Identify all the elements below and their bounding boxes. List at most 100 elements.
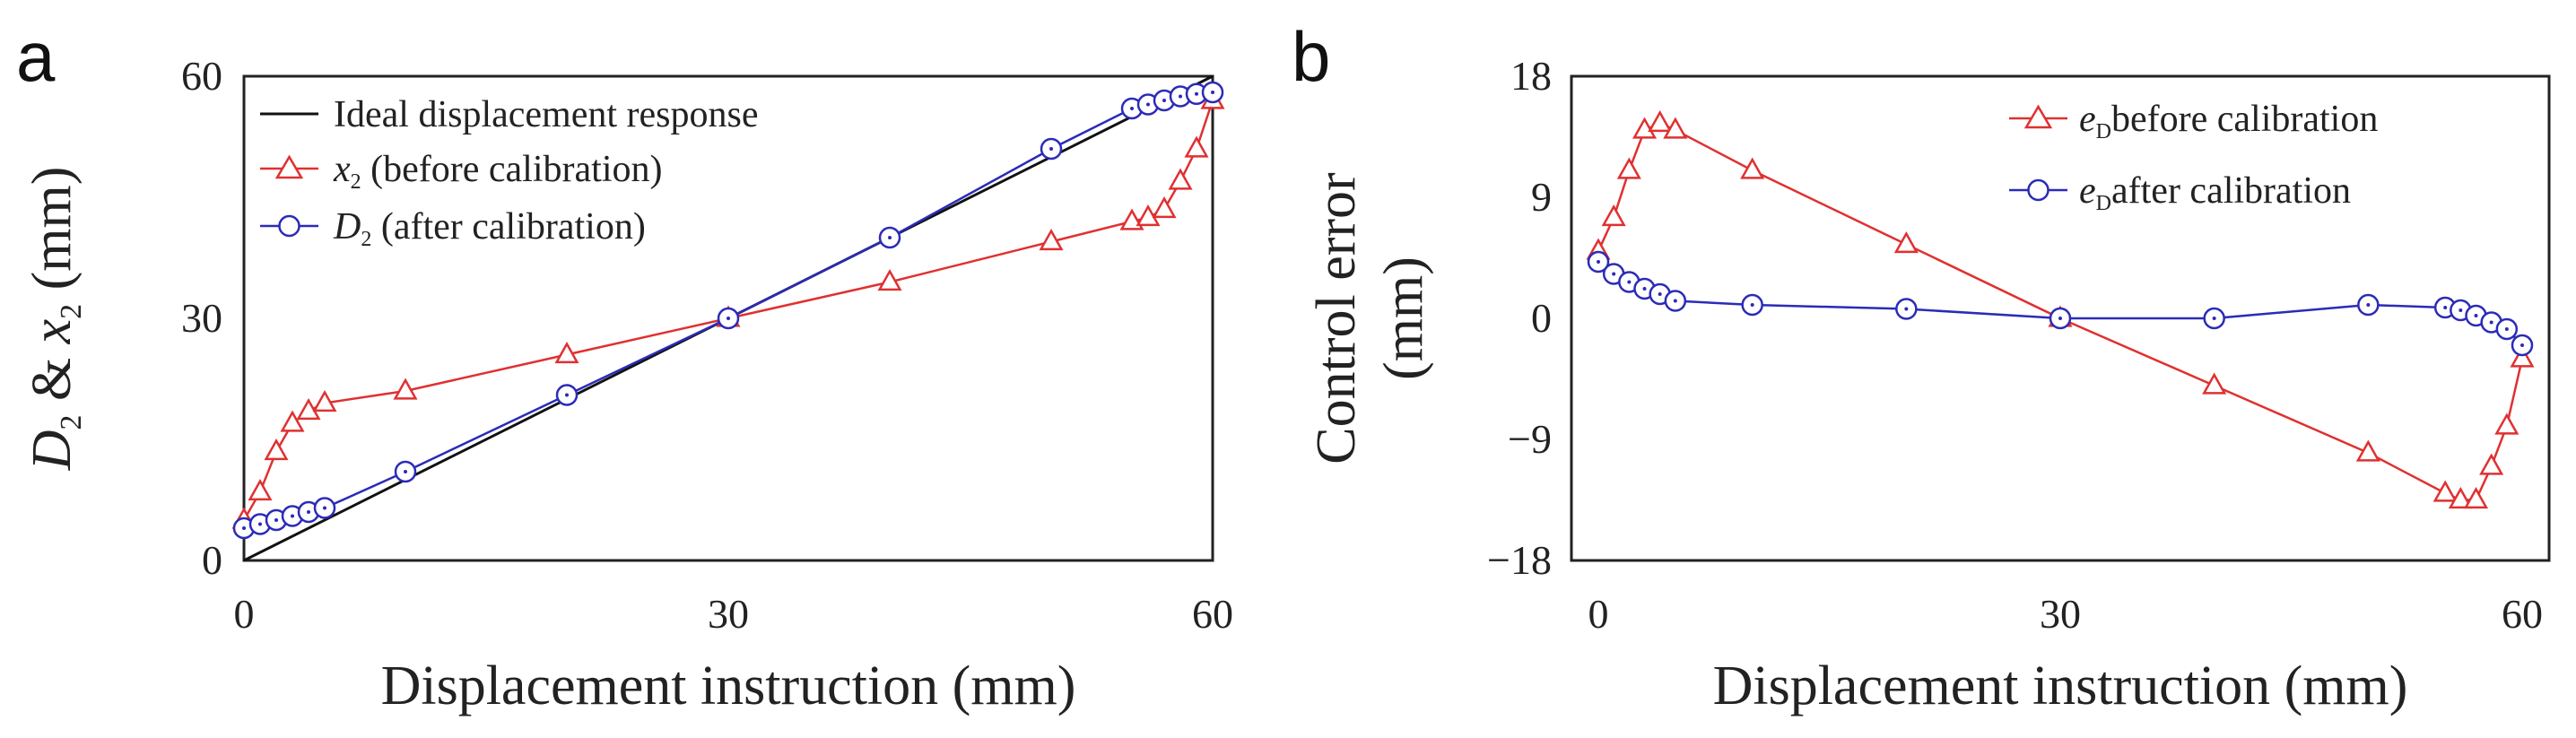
y-ticks-a: 0 30 60	[181, 53, 222, 583]
x-tick-label: 30	[708, 591, 749, 637]
data-point-center-dot	[1627, 280, 1632, 284]
data-point-center-dot	[2459, 308, 2463, 312]
data-point-triangle	[1601, 204, 1626, 227]
legend-label-after: D2 (after calibration)	[333, 206, 646, 251]
data-point-center-dot	[1642, 287, 1647, 291]
data-point-triangle	[312, 389, 337, 412]
legend-marker-triangle	[2023, 104, 2053, 129]
data-point-triangle	[2463, 486, 2489, 509]
panel-b: b 0 30 60 −18 −9 0 9 18 Displacement ins…	[1292, 17, 2551, 716]
data-point-triangle	[264, 438, 289, 461]
data-point-center-dot	[2520, 343, 2524, 347]
data-point-triangle	[1616, 157, 1641, 179]
data-point-triangle	[877, 268, 902, 291]
data-point-triangle	[1168, 168, 1193, 190]
y-tick-label: −9	[1508, 416, 1552, 462]
data-point-triangle	[1039, 228, 1064, 251]
legend-rest-part: (after calibration)	[371, 206, 645, 247]
x-axis-label-b: Displacement instruction (mm)	[1713, 656, 2408, 716]
data-point-center-dot	[404, 470, 407, 473]
y-tick-label: −18	[1487, 537, 1552, 583]
data-point-triangle	[2510, 345, 2535, 368]
data-point-triangle	[296, 397, 321, 421]
legend-label-after: eDafter calibration	[2079, 170, 2351, 215]
x-ticks-a: 0 30 60	[234, 591, 1234, 637]
data-point-center-dot	[2058, 317, 2062, 320]
data-point-triangle	[2494, 412, 2519, 435]
data-point-center-dot	[1211, 91, 1214, 94]
series-layer-a	[231, 74, 1225, 562]
y-axis-label-a: D2 & x2 (mm)	[22, 167, 88, 472]
legend-italic-part: e	[2079, 170, 2096, 212]
panel-letter-b: b	[1292, 17, 1330, 96]
data-point-triangle	[1136, 204, 1161, 227]
legend-italic-part: x	[333, 149, 351, 190]
y-tick-label: 60	[181, 53, 222, 99]
legend-sub-part: D	[2096, 192, 2111, 215]
data-point-center-dot	[888, 236, 892, 239]
data-point-triangle	[2432, 480, 2458, 502]
data-point-triangle	[2448, 486, 2473, 509]
data-point-triangle	[1663, 117, 1688, 139]
data-point-center-dot	[1612, 272, 1616, 276]
data-point-center-dot	[2474, 314, 2478, 317]
data-point-triangle	[1648, 109, 1673, 133]
y-label-part: &	[22, 343, 83, 414]
y-label-part: (mm)	[22, 167, 83, 304]
x-tick-label: 60	[2502, 591, 2543, 637]
data-point-center-dot	[258, 522, 262, 526]
data-point-center-dot	[2212, 317, 2216, 320]
y-tick-label: 18	[1510, 53, 1552, 99]
y-label-part: x	[22, 318, 83, 344]
data-point-center-dot	[1597, 260, 1600, 264]
legend-rest-part: after calibration	[2111, 170, 2351, 212]
y-tick-label: 0	[202, 537, 222, 583]
legend-label-ideal: Ideal displacement response	[334, 94, 758, 135]
legend-italic-part: e	[2079, 99, 2096, 140]
data-point-center-dot	[274, 518, 278, 522]
legend-sub-part: D	[2096, 120, 2111, 143]
series-line-b-1	[1597, 261, 2523, 346]
data-point-center-dot	[1195, 91, 1198, 96]
legend-label-before: eDbefore calibration	[2079, 99, 2378, 143]
legend-rest-part: (before calibration)	[361, 149, 663, 190]
data-point-triangle	[2202, 372, 2227, 395]
legend-marker-triangle	[274, 154, 304, 179]
legend-marker-circle	[278, 214, 300, 238]
data-point-center-dot	[291, 514, 294, 518]
y-tick-label: 9	[1531, 174, 1552, 220]
data-point-triangle	[1740, 157, 1765, 179]
y-label-part: 2	[55, 415, 88, 430]
legend-sub-part: 2	[351, 170, 361, 194]
data-point-center-dot	[323, 506, 326, 510]
data-point-triangle	[554, 341, 579, 364]
data-point-center-dot	[1750, 303, 1754, 307]
data-point-center-dot	[2366, 303, 2371, 307]
y-ticks-b: −18 −9 0 9 18	[1487, 53, 1552, 583]
x-ticks-b: 0 30 60	[1588, 591, 2544, 637]
legend-label-before: x2 (before calibration)	[333, 149, 662, 194]
x-tick-label: 60	[1192, 591, 1233, 637]
data-point-triangle	[1152, 195, 1177, 219]
data-point-triangle	[393, 378, 418, 400]
plot-frame-b	[1570, 74, 2551, 562]
data-point-center-dot	[1162, 99, 1166, 102]
legend-italic-part: D	[333, 206, 361, 247]
y-label-part: 2	[55, 304, 88, 319]
y-tick-label: 0	[1531, 295, 1552, 341]
data-point-center-dot	[1904, 307, 1909, 311]
data-point-center-dot	[307, 510, 310, 514]
y-axis-label-b-line2: (mm)	[1373, 256, 1434, 380]
data-point-triangle	[248, 478, 273, 501]
data-point-triangle	[1184, 135, 1209, 158]
data-point-center-dot	[565, 393, 569, 397]
data-point-triangle	[2355, 439, 2380, 462]
data-point-center-dot	[1658, 292, 1662, 296]
data-point-center-dot	[2443, 306, 2448, 309]
legend-rest-part: before calibration	[2111, 99, 2378, 140]
data-point-triangle	[1893, 230, 1919, 254]
y-tick-label: 30	[181, 295, 222, 341]
x-axis-label-a: Displacement instruction (mm)	[381, 656, 1076, 716]
panel-a: a 0 30 60 0 30 60 Displacement instructi…	[16, 17, 1233, 716]
data-point-center-dot	[1146, 102, 1150, 107]
